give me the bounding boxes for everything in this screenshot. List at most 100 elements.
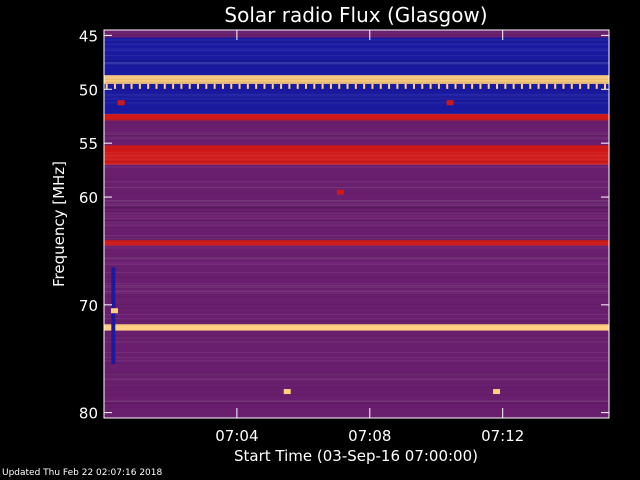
texture-row: [104, 239, 609, 241]
texture-row: [104, 381, 609, 383]
band-dot: [537, 83, 540, 89]
band-dot: [554, 83, 557, 89]
texture-row: [104, 379, 609, 381]
texture-row: [104, 374, 609, 376]
texture-row: [104, 283, 609, 285]
texture-row: [104, 133, 609, 135]
texture-row: [104, 238, 609, 240]
texture-row: [104, 321, 609, 323]
texture-row: [104, 82, 609, 84]
texture-row: [104, 76, 609, 78]
texture-row: [104, 119, 609, 121]
texture-row: [104, 403, 609, 405]
band-dot: [587, 83, 590, 89]
texture-row: [104, 238, 609, 240]
band-dot: [604, 83, 607, 89]
texture-row: [104, 98, 609, 100]
x-tick-label: 07:12: [481, 427, 524, 445]
band-dot: [412, 83, 415, 89]
texture-row: [104, 319, 609, 321]
feature-3: [283, 389, 291, 395]
texture-row: [104, 122, 609, 124]
texture-row: [104, 324, 609, 326]
band-dot: [329, 83, 332, 89]
band-dot: [545, 83, 548, 89]
texture-row: [104, 234, 609, 236]
texture-row: [104, 201, 609, 203]
texture-row: [104, 181, 609, 183]
plot-area: [104, 30, 609, 418]
texture-row: [104, 257, 609, 259]
y-tick-label: 45: [79, 27, 98, 45]
band-dot: [471, 83, 474, 89]
band-dot: [147, 83, 150, 89]
texture-row: [104, 159, 609, 161]
texture-row: [104, 62, 609, 64]
texture-row: [104, 258, 609, 260]
texture-row: [104, 314, 609, 316]
band-dot: [379, 83, 382, 89]
band-dot: [429, 83, 432, 89]
band-dot: [122, 83, 125, 89]
texture-row: [104, 304, 609, 306]
texture-row: [104, 152, 609, 154]
texture-row: [104, 53, 609, 55]
texture-row: [104, 137, 609, 139]
texture-row: [104, 224, 609, 226]
texture-row: [104, 294, 609, 296]
texture-row: [104, 60, 609, 62]
texture-row: [104, 296, 609, 298]
texture-row: [104, 76, 609, 78]
texture-row: [104, 207, 609, 209]
texture-row: [104, 223, 609, 225]
x-tick-label: 07:04: [215, 427, 258, 445]
texture-row: [104, 178, 609, 180]
texture-row: [104, 54, 609, 56]
texture-row: [104, 400, 609, 402]
texture-row: [104, 89, 609, 91]
texture-row: [104, 212, 609, 214]
feature-5: [110, 308, 118, 314]
texture-row: [104, 161, 609, 163]
band-dot: [105, 83, 108, 89]
texture-row: [104, 223, 609, 225]
texture-row: [104, 400, 609, 402]
band-10: [104, 324, 609, 331]
y-tick-label: 55: [79, 135, 98, 153]
texture-row: [104, 204, 609, 206]
texture-row: [104, 41, 609, 43]
texture-row: [104, 39, 609, 41]
texture-row: [104, 242, 609, 244]
texture-row: [104, 62, 609, 64]
texture-row: [104, 120, 609, 122]
texture-row: [104, 211, 609, 213]
texture-row: [104, 119, 609, 121]
texture-row: [104, 402, 609, 404]
band-dot: [280, 83, 283, 89]
band-dot: [396, 83, 399, 89]
band-dot: [512, 83, 515, 89]
band-dot: [479, 83, 482, 89]
texture-row: [104, 64, 609, 66]
band-dot: [595, 83, 598, 89]
texture-row: [104, 263, 609, 265]
band-dot: [172, 83, 175, 89]
texture-row: [104, 341, 609, 343]
texture-row: [104, 134, 609, 136]
band-dot: [529, 83, 532, 89]
texture-row: [104, 241, 609, 243]
texture-row: [104, 61, 609, 63]
band-dot: [197, 83, 200, 89]
edge-artefact: [111, 267, 116, 365]
texture-row: [104, 372, 609, 374]
band-dot: [180, 83, 183, 89]
texture-row: [104, 32, 609, 34]
band-dot: [354, 83, 357, 89]
texture-row: [104, 200, 609, 202]
texture-row: [104, 336, 609, 338]
band-9: [104, 245, 609, 325]
x-tick-label: 07:08: [348, 427, 391, 445]
texture-row: [104, 387, 609, 389]
texture-row: [104, 357, 609, 359]
